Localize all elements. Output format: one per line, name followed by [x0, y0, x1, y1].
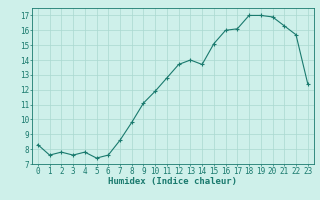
X-axis label: Humidex (Indice chaleur): Humidex (Indice chaleur): [108, 177, 237, 186]
